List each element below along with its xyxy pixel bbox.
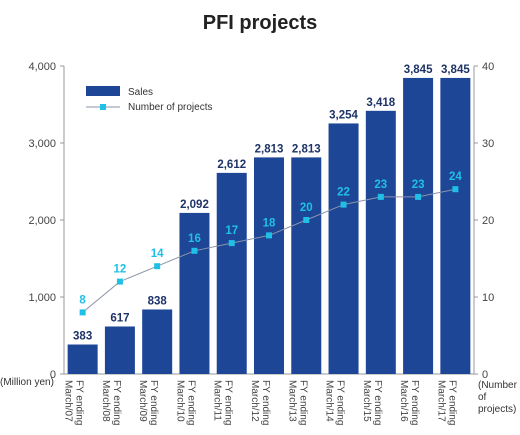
x-tick-label-line2: March/11 (212, 380, 223, 421)
projects-point (228, 240, 235, 247)
projects-value-label: 20 (300, 202, 313, 214)
x-tick-label-line1: FY ending (185, 380, 196, 425)
right-tick-label: 10 (482, 292, 494, 304)
projects-point (377, 193, 384, 200)
projects-point (303, 217, 310, 223)
left-tick-label: 4,000 (28, 61, 56, 73)
x-tick-label-line2: March/12 (249, 380, 260, 422)
sales-bar (142, 309, 173, 374)
sales-value-label: 3,845 (404, 64, 433, 76)
projects-point (452, 186, 459, 193)
x-tick-label-line1: FY ending (335, 380, 346, 425)
sales-value-label: 3,418 (366, 97, 395, 109)
legend-sales-label: Sales (128, 87, 153, 98)
right-tick-label: 40 (482, 61, 494, 73)
x-tick-label-line2: March/13 (286, 380, 297, 422)
right-axis-unit-label: (Number of projects) (478, 380, 517, 415)
x-tick-label-line1: FY ending (111, 380, 122, 425)
projects-value-label: 22 (337, 187, 350, 199)
x-tick-label-line2: March/10 (174, 380, 185, 422)
left-tick-label: 3,000 (28, 138, 56, 150)
legend-projects-label: Number of projects (128, 102, 212, 113)
projects-point (79, 309, 86, 316)
sales-bar (291, 157, 322, 374)
projects-value-label: 23 (374, 179, 387, 191)
sales-bar (328, 123, 359, 374)
x-tick-label-line2: March/15 (361, 380, 372, 422)
projects-point (191, 247, 198, 254)
chart-title: PFI projects (202, 12, 318, 34)
x-tick-label-line2: March/08 (100, 380, 111, 422)
x-tick-label-line1: FY ending (409, 380, 420, 425)
projects-value-label: 14 (151, 248, 164, 260)
right-tick-label: 20 (482, 215, 494, 227)
x-tick-label-line1: FY ending (446, 380, 457, 425)
sales-value-label: 3,254 (329, 109, 358, 121)
projects-value-label: 12 (114, 264, 127, 276)
x-tick-label-line1: FY ending (297, 380, 308, 425)
projects-point (340, 201, 347, 208)
sales-bar (254, 157, 284, 374)
legend-projects-marker (100, 104, 106, 110)
projects-value-label: 16 (188, 233, 201, 245)
projects-point (116, 278, 123, 285)
x-tick-label-line1: FY ending (372, 380, 383, 425)
projects-point (154, 263, 161, 270)
sales-value-label: 2,092 (180, 199, 209, 211)
sales-bar (104, 326, 135, 374)
x-tick-label-line1: FY ending (148, 380, 159, 425)
projects-point (415, 193, 422, 200)
left-tick-label: 1,000 (28, 292, 56, 304)
x-tick-label-line1: FY ending (260, 380, 271, 425)
sales-bar (179, 212, 210, 374)
x-tick-label-line2: March/16 (398, 380, 409, 422)
projects-point (266, 232, 272, 239)
projects-value-label: 23 (412, 179, 425, 191)
sales-value-label: 2,813 (292, 143, 321, 155)
x-tick-label-line2: March/09 (137, 380, 148, 422)
sales-value-label: 838 (148, 295, 168, 307)
legend-sales-swatch (86, 86, 120, 96)
projects-value-label: 8 (79, 294, 86, 306)
right-tick-label: 30 (482, 138, 494, 150)
x-tick-label-line2: March/17 (435, 380, 446, 422)
sales-bar (365, 110, 396, 375)
sales-value-label: 617 (110, 312, 129, 324)
sales-value-label: 383 (73, 331, 92, 343)
x-tick-label-line1: FY ending (223, 380, 234, 425)
sales-bar (403, 77, 434, 374)
projects-value-label: 18 (263, 217, 276, 229)
left-tick-label: 2,000 (28, 215, 56, 227)
x-tick-label-line1: FY ending (74, 380, 85, 425)
left-tick-label: 0 (50, 369, 56, 381)
sales-value-label: 3,845 (441, 64, 470, 76)
left-axis-unit-label: (Million yen) (0, 377, 54, 388)
sales-bar (216, 172, 247, 374)
projects-value-label: 17 (225, 225, 238, 237)
right-tick-label: 0 (482, 369, 488, 381)
sales-value-label: 2,813 (255, 143, 284, 155)
x-tick-label-line2: March/14 (324, 380, 335, 422)
projects-value-label: 24 (449, 171, 462, 183)
sales-value-label: 2,612 (217, 159, 246, 171)
sales-bar (67, 344, 98, 374)
sales-bar (440, 77, 471, 374)
x-tick-label-line2: March/07 (63, 380, 74, 422)
